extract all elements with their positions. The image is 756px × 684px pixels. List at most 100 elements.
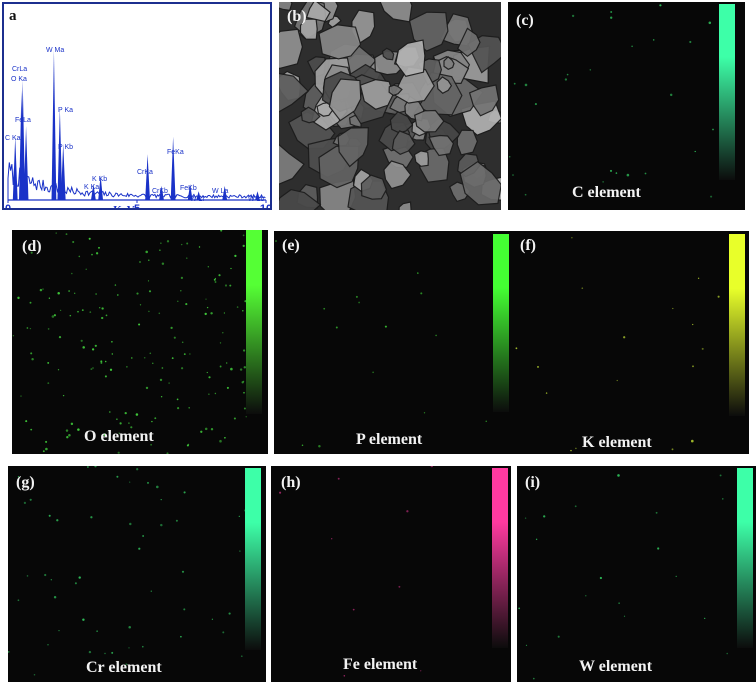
element-signal-dot: [669, 93, 673, 97]
element-signal-dot: [17, 296, 20, 300]
element-signal-dot: [159, 378, 163, 382]
element-signal-dot: [188, 407, 190, 409]
sem-particle: [413, 150, 429, 167]
element-signal-dot: [712, 128, 714, 131]
element-signal-dot: [180, 635, 182, 638]
intensity-colorbar: [737, 468, 753, 648]
element-signal-dot: [166, 452, 169, 454]
element-signal-dot: [398, 585, 401, 588]
element-signal-dot: [564, 78, 568, 81]
intensity-colorbar: [492, 468, 508, 648]
element-signal-dot: [585, 595, 587, 597]
element-signal-dot: [318, 445, 321, 448]
element-map-e: (e) P element: [274, 231, 512, 454]
element-signal-dot: [58, 629, 60, 632]
element-signal-dot: [47, 328, 50, 330]
element-signal-dot: [183, 608, 186, 611]
element-signal-dot: [615, 172, 618, 174]
element-signal-dot: [185, 303, 188, 306]
element-signal-dot: [331, 538, 333, 540]
element-signal-dot: [602, 181, 604, 183]
element-signal-dot: [98, 246, 100, 249]
spectrum-peak: [159, 185, 164, 200]
sem-particle: [381, 47, 395, 61]
element-signal-dot: [101, 316, 104, 320]
element-signal-dot: [47, 361, 50, 364]
element-signal-dot: [82, 346, 85, 349]
element-signal-dot: [230, 267, 232, 270]
element-signal-dot: [655, 511, 658, 514]
element-signal-dot: [275, 240, 277, 242]
element-signal-dot: [222, 332, 224, 334]
element-signal-dot: [652, 39, 655, 41]
spectrum-peak: [98, 175, 104, 200]
element-signal-dot: [618, 602, 620, 604]
sem-particle: [388, 84, 403, 97]
element-signal-dot: [534, 103, 537, 106]
element-signal-dot: [150, 443, 152, 446]
element-signal-dot: [96, 630, 98, 632]
element-signal-dot: [129, 522, 132, 526]
sem-particle: [443, 55, 455, 70]
element-signal-dot: [545, 392, 548, 394]
element-signal-dot: [95, 252, 99, 255]
element-signal-dot: [609, 169, 613, 172]
element-signal-dot: [574, 505, 577, 508]
element-signal-dot: [210, 427, 214, 431]
sem-particle: [428, 134, 455, 157]
element-signal-dot: [571, 14, 575, 18]
element-signal-dot: [420, 292, 423, 295]
intensity-colorbar: [729, 234, 745, 416]
element-signal-dot: [91, 348, 95, 351]
element-signal-dot: [72, 240, 75, 244]
element-signal-dot: [50, 579, 52, 581]
element-signal-dot: [430, 466, 433, 468]
sem-particle: [395, 39, 426, 77]
element-signal-dot: [710, 195, 713, 198]
element-signal-dot: [130, 426, 133, 429]
element-signal-dot: [94, 344, 97, 347]
element-signal-dot: [617, 474, 620, 477]
element-signal-dot: [224, 436, 226, 439]
element-signal-dot: [138, 547, 141, 550]
element-signal-dot: [189, 353, 191, 355]
element-signal-dot: [219, 439, 222, 443]
sem-image-panel: (b): [279, 2, 501, 210]
element-signal-dot: [77, 310, 79, 313]
element-signal-dot: [59, 309, 62, 312]
spectrum-peak: [57, 108, 63, 200]
element-signal-dot: [657, 547, 660, 550]
panel-label-e: (e): [282, 237, 300, 254]
element-signal-dot: [223, 312, 226, 314]
peak-label: CrKb: [152, 188, 168, 195]
spectrum-peak: [255, 191, 260, 200]
element-signal-dot: [198, 246, 201, 248]
element-signal-dot: [30, 251, 33, 254]
element-signal-dot: [423, 412, 426, 414]
peak-label: W La: [212, 188, 228, 195]
sem-particle: [468, 84, 500, 117]
spectrum-peak: [90, 184, 96, 200]
panel-label-d: (d): [22, 238, 42, 255]
element-signal-dot: [116, 294, 119, 296]
element-map-dots: [515, 237, 720, 452]
element-signal-dot: [206, 371, 208, 374]
element-signal-dot: [111, 651, 114, 654]
element-signal-dot: [108, 411, 111, 413]
element-signal-dot: [183, 491, 186, 494]
element-signal-dot: [243, 366, 247, 369]
element-signal-dot: [240, 655, 243, 658]
element-signal-dot: [205, 298, 207, 300]
intensity-colorbar: [493, 234, 509, 412]
element-signal-dot: [62, 394, 65, 397]
element-signal-dot: [708, 21, 712, 25]
sem-particle: [359, 78, 394, 110]
element-signal-dot: [111, 353, 114, 355]
sem-particle: [279, 28, 304, 70]
peak-label: W Ma: [46, 47, 64, 54]
element-signal-dot: [161, 367, 164, 369]
element-signal-dot: [33, 673, 36, 676]
panel-label-a: a: [9, 8, 17, 24]
element-signal-dot: [186, 242, 189, 245]
x-tick-label: 5: [134, 203, 140, 208]
